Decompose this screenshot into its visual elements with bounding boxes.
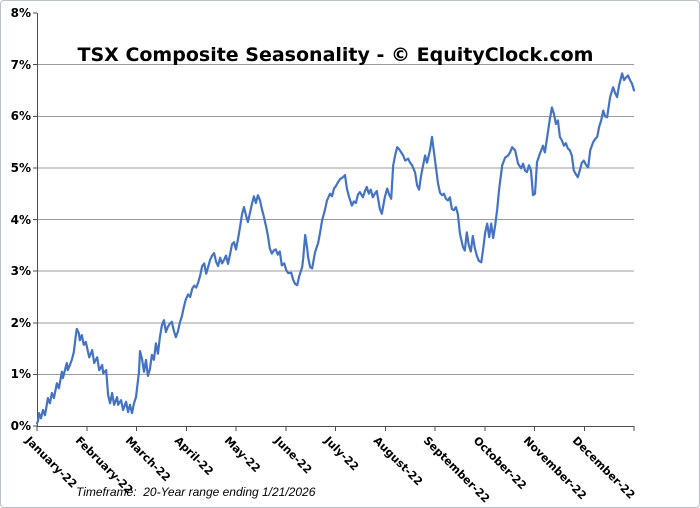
y-axis-label: 4% <box>10 212 31 227</box>
y-axis-label: 6% <box>10 109 31 124</box>
y-axis-label: 2% <box>10 315 31 330</box>
y-axis-label: 1% <box>10 367 31 382</box>
y-axis-label: 5% <box>10 160 31 175</box>
y-axis-label: 3% <box>10 264 31 279</box>
timeframe-note: Timeframe: 20-Year range ending 1/21/202… <box>76 485 316 499</box>
chart-title: TSX Composite Seasonality - © EquityCloc… <box>77 44 594 66</box>
seasonality-line <box>35 72 636 425</box>
y-axis-label: 8% <box>10 6 31 20</box>
y-axis-label: 7% <box>10 57 31 72</box>
y-axis-label: 0% <box>10 419 31 433</box>
